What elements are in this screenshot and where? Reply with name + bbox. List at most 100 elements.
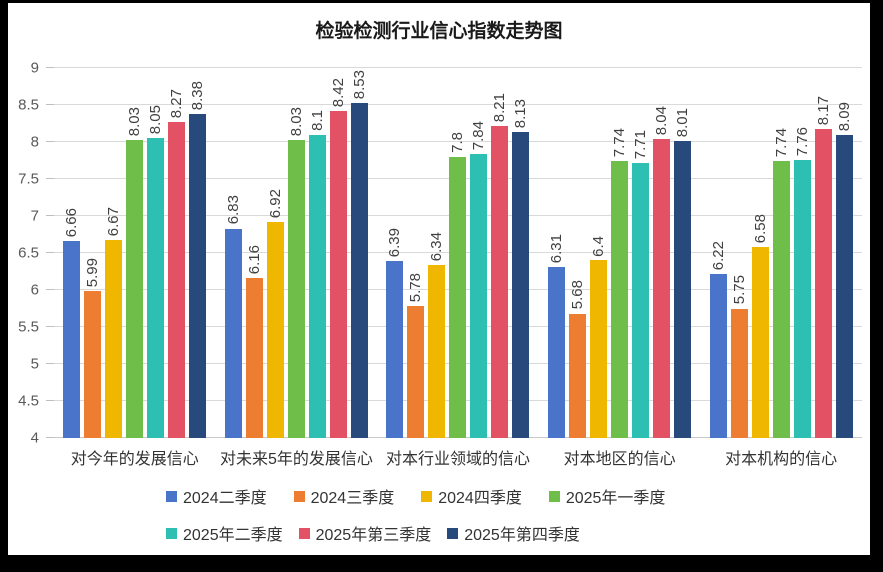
bar-groups-container: 6.66 5.99 6.67 8.03 8.05 8.27 8.38 6.83 6.16 6.92…: [54, 68, 862, 438]
y-tick-mark: [46, 289, 54, 290]
x-axis-category-row: 对今年的发展信心 对未来5年的发展信心 对本行业领域的信心 对本地区的信心 对本机构的信…: [54, 445, 870, 469]
bar-group: 6.31 5.68 6.4 7.74 7.71 8.04 8.01: [539, 68, 701, 438]
bar-value-label: 5.78: [407, 273, 425, 303]
bar-value-label: 6.16: [245, 244, 263, 275]
bar-cell: 8.01: [674, 68, 692, 438]
category-label: 对今年的发展信心: [70, 451, 199, 468]
bar-group: 6.22 5.75 6.58 7.74 7.76 8.17 8.09: [700, 68, 862, 438]
legend-label: 2025年一季度: [565, 490, 666, 507]
bar: [548, 267, 566, 438]
bar-value-label: 8.04: [653, 105, 671, 136]
y-tick-mark: [46, 178, 54, 179]
legend-swatch: [447, 527, 459, 539]
bar-cell: 5.78: [407, 68, 425, 438]
bar: [105, 240, 123, 438]
category-label: 对未来5年的发展信心: [219, 451, 373, 468]
bar-value-label: 8.01: [674, 108, 692, 138]
bar-cell: 5.75: [730, 68, 748, 438]
gridline: [54, 67, 862, 68]
bar-cell: 6.4: [590, 68, 608, 438]
bar-cell: 6.22: [709, 68, 727, 438]
bar-cell: 6.39: [386, 68, 404, 438]
bar-group: 6.83 6.16 6.92 8.03 8.1 8.42 8.53: [216, 68, 378, 438]
bar-value-label: 8.27: [168, 88, 186, 119]
bar: [653, 139, 671, 438]
bar-cell: 8.1: [308, 68, 326, 438]
legend-swatch: [166, 527, 177, 539]
legend-swatch: [548, 490, 560, 502]
legend-label: 2025年第四季度: [464, 527, 580, 544]
bar-cell: 8.04: [653, 68, 671, 438]
bar: [266, 221, 284, 438]
bar: [224, 228, 242, 438]
legend-label: 2024四季度: [438, 490, 522, 507]
bar-value-label: 8.05: [147, 105, 165, 135]
y-tick-label: 6.5: [18, 244, 39, 262]
bar-cell: 6.31: [548, 68, 566, 438]
bar: [632, 163, 650, 438]
legend-label: 2025年第三季度: [315, 527, 432, 544]
bar-value-label: 7.74: [611, 128, 629, 158]
bar-cell: 7.71: [632, 68, 650, 438]
bar-cell: 6.92: [266, 68, 284, 438]
bar: [308, 134, 326, 438]
gridline: [54, 141, 862, 142]
bar-value-label: 8.09: [835, 102, 853, 132]
plot-area: 6.66 5.99 6.67 8.03 8.05 8.27 8.38 6.83 6.16 6.92…: [46, 67, 862, 438]
y-tick-mark: [46, 437, 54, 438]
bar: [674, 141, 692, 438]
legend-swatch: [421, 490, 433, 502]
gridline: [54, 104, 862, 105]
bar-value-label: 6.83: [224, 195, 242, 225]
y-tick-label: 8: [30, 133, 39, 151]
bar-value-label: 8.03: [287, 106, 305, 136]
y-tick-label: 9: [30, 59, 39, 77]
chart-title: 检验检测行业信心指数走势图: [315, 21, 563, 42]
y-tick-label: 7: [30, 207, 39, 225]
bar: [126, 139, 144, 438]
y-tick-mark: [46, 400, 54, 401]
bar-cell: 7.84: [470, 68, 488, 438]
bar-value-label: 7.74: [772, 128, 790, 158]
bar-cell: 8.05: [147, 68, 165, 438]
y-tick-mark: [46, 141, 54, 142]
y-tick-mark: [46, 252, 54, 253]
legend-item: 2024二季度: [166, 484, 267, 508]
bar-value-label: 6.31: [548, 233, 566, 264]
bar: [386, 261, 404, 438]
bar-cell: 8.03: [126, 68, 144, 438]
bar-cell: 8.09: [835, 68, 853, 438]
bar-value-label: 5.68: [569, 280, 587, 310]
bar: [189, 113, 207, 438]
bar: [245, 278, 263, 438]
category-label: 对本行业领域的信心: [385, 451, 530, 468]
category-label: 对本地区的信心: [563, 451, 676, 468]
y-tick-mark: [46, 363, 54, 364]
bar-cell: 7.74: [772, 68, 790, 438]
bar: [147, 138, 165, 438]
bar: [168, 122, 186, 438]
bar-cell: 7.74: [611, 68, 629, 438]
bar-cell: 6.16: [245, 68, 263, 438]
bar-cell: 7.76: [793, 68, 811, 438]
bar: [470, 153, 488, 438]
bar-group: 6.39 5.78 6.34 7.8 7.84 8.21 8.13: [377, 68, 539, 438]
legend-swatch: [293, 490, 305, 502]
legend-item: 2024三季度: [293, 484, 395, 508]
bar: [751, 247, 769, 438]
bar-value-label: 8.21: [491, 93, 509, 123]
bar-value-label: 6.66: [63, 207, 81, 238]
legend-label: 2024三季度: [310, 490, 395, 507]
bar-cell: 6.58: [751, 68, 769, 438]
bar-cell: 8.38: [189, 68, 207, 438]
legend-swatch: [166, 490, 177, 502]
y-tick-label: 5.5: [18, 318, 39, 336]
y-tick-label: 7.5: [18, 170, 39, 188]
chart-body: 4 4.5 5 5.5 6 6.5 7 7.5 8 8.5 9 6.66 5.99 6.67 8.03 8.…: [8, 61, 870, 446]
legend-item: 2025年第四季度: [447, 521, 580, 545]
bar-cell: 8.03: [287, 68, 305, 438]
bar: [512, 132, 530, 438]
bar-cell: 6.83: [224, 68, 242, 438]
legend-row: 2024二季度 2024三季度 2024四季度 2025年一季度: [166, 484, 870, 508]
